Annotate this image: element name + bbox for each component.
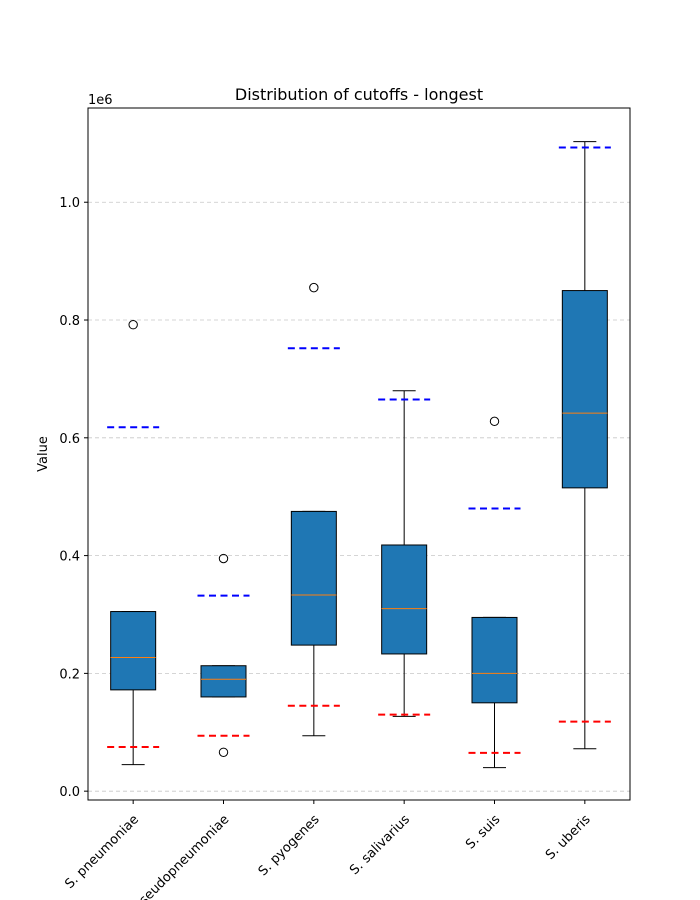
y-tick-label: 0.6 xyxy=(59,432,80,447)
box xyxy=(471,616,518,704)
axes-frame xyxy=(87,107,631,801)
y-axis-label: Value xyxy=(36,436,51,472)
y-scale-label: 1e6 xyxy=(88,93,113,108)
outlier-point xyxy=(218,553,229,564)
outlier-point xyxy=(218,747,229,757)
y-tick-label: 0.0 xyxy=(59,785,80,800)
y-tick-label: 1.0 xyxy=(59,196,80,211)
grid-layer xyxy=(88,201,630,792)
box xyxy=(381,544,428,655)
outlier-point xyxy=(128,320,138,330)
box xyxy=(561,290,608,489)
y-tick-label: 0.8 xyxy=(59,314,80,329)
box xyxy=(290,510,337,646)
box xyxy=(200,665,247,698)
box xyxy=(110,611,157,691)
outlier-point xyxy=(309,282,319,293)
plot-layer xyxy=(107,141,611,769)
outlier-point xyxy=(489,416,500,427)
chart-title: Distribution of cutoffs - longest xyxy=(235,85,483,104)
y-tick-label: 0.2 xyxy=(59,667,80,682)
y-tick-label: 0.4 xyxy=(59,550,80,565)
